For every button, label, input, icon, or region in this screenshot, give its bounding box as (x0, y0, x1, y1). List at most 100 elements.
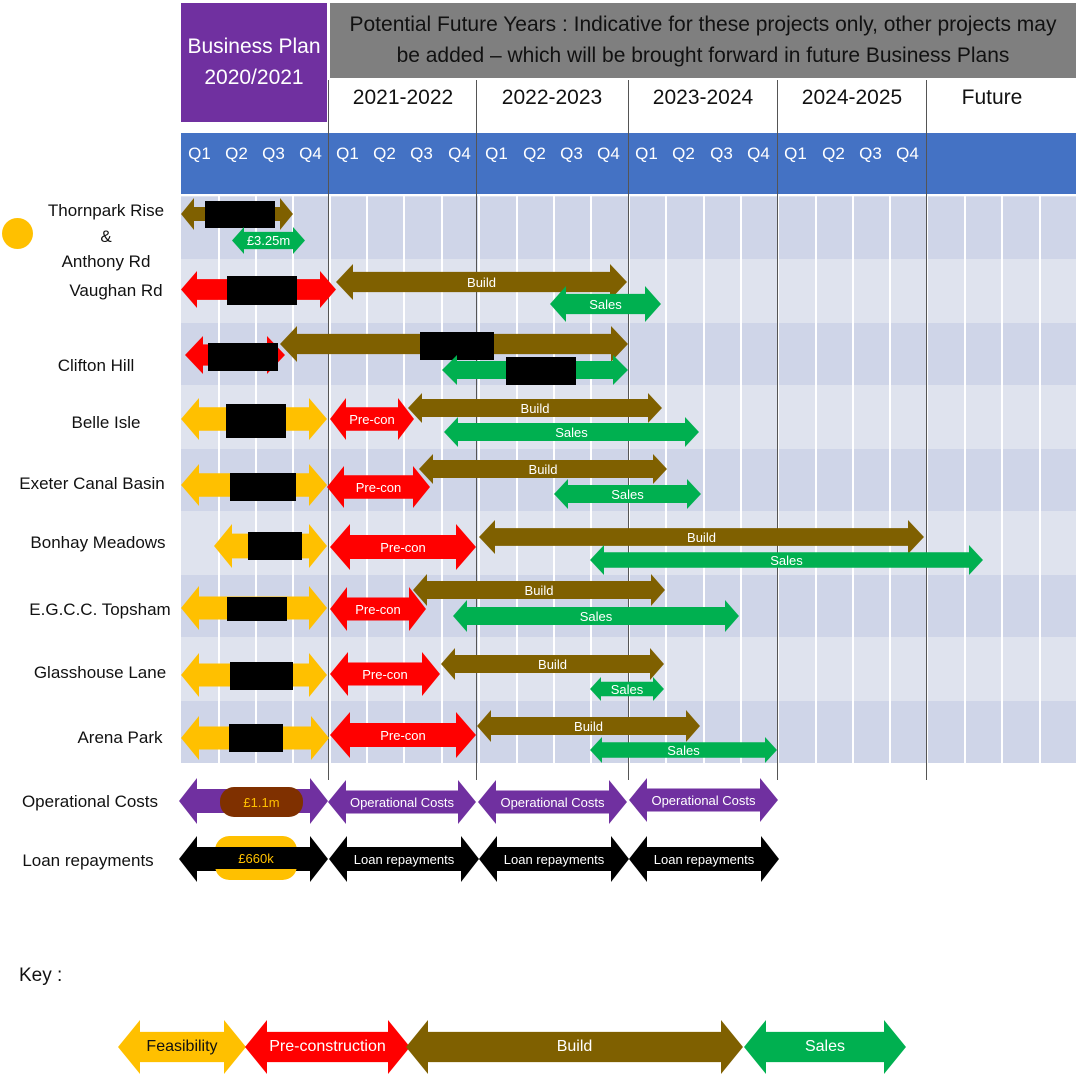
project-belle-isle: Belle Isle (71, 413, 141, 432)
opcost-label: Operational Costs (651, 792, 756, 808)
redaction (229, 724, 283, 752)
sales-label: Sales (611, 486, 644, 502)
sales-label: Sales (589, 296, 622, 312)
year-2023-2024: 2023-2024 (652, 86, 754, 109)
project-arena-park: Arena Park (77, 728, 163, 747)
year-2022-2023: 2022-2023 (501, 86, 603, 109)
grid-line (553, 196, 555, 763)
grid-line (852, 196, 854, 763)
grid-line (964, 196, 966, 763)
sales-label: Sales (579, 608, 613, 624)
redaction (208, 343, 278, 371)
redaction (248, 532, 302, 560)
year-2021-2022: 2021-2022 (352, 86, 454, 109)
quarter-label: Q3 (262, 144, 285, 163)
redaction (230, 662, 293, 690)
quarter-label: Q4 (747, 144, 770, 163)
potential-future-header: Potential Future Years : Indicative for … (330, 3, 1076, 78)
quarter-label: Q2 (822, 144, 845, 163)
project-glasshouse-lane: Glasshouse Lane (33, 663, 167, 682)
grid-line (740, 196, 742, 763)
grid-line (478, 196, 480, 763)
quarter-label: Q1 (336, 144, 359, 163)
project-clifton-hill: Clifton Hill (57, 356, 135, 375)
status-dot (2, 218, 33, 249)
grid-line (329, 196, 331, 763)
project-vaughan-rd: Vaughan Rd (69, 281, 163, 300)
loan-label: Loan repayments (503, 851, 605, 867)
quarter-label: Q1 (784, 144, 807, 163)
quarter-label: Q3 (560, 144, 583, 163)
grid-line (777, 196, 779, 763)
key-sales: Sales (744, 1020, 906, 1074)
row-loan-repayments: Loan repayments (22, 851, 154, 870)
project-bonhay-meadows: Bonhay Meadows (30, 533, 166, 552)
loan-repayments-arrow: Loan repayments (479, 836, 629, 882)
opcost-label: Operational Costs (500, 794, 605, 810)
business-plan-header: Business Plan 2020/2021 (181, 3, 327, 122)
grid-line (516, 196, 518, 763)
quarter-label: Q3 (710, 144, 733, 163)
opcost-label: Operational Costs (349, 794, 455, 810)
loan-value-inner: £660k (215, 847, 297, 869)
quarter-label: Q4 (896, 144, 919, 163)
quarter-label: Q4 (299, 144, 322, 163)
loan-label: Loan repayments (653, 851, 755, 867)
row-operational-costs: Operational Costs (21, 792, 159, 811)
precon-label: Pre-con (355, 479, 402, 495)
redaction (227, 276, 297, 305)
operational-costs-arrow: Operational Costs (629, 778, 778, 822)
year-2024-2025: 2024-2025 (801, 86, 903, 109)
grid-line (926, 196, 928, 763)
precon-label: Pre-con (380, 539, 426, 555)
year-divider (926, 80, 927, 780)
quarter-label: Q2 (373, 144, 396, 163)
loan-label: Loan repayments (353, 851, 455, 867)
grid-line (703, 196, 705, 763)
quarter-label: Q1 (188, 144, 211, 163)
build-label: Build (467, 274, 496, 290)
build-label: Build (528, 461, 558, 477)
key-feasibility: Feasibility (118, 1020, 246, 1074)
loan-repayments-arrow: Loan repayments (629, 836, 779, 882)
build-label: Build (520, 400, 550, 416)
redaction (205, 201, 275, 228)
opcost-value-pill: £1.1m (220, 787, 303, 817)
sales-label: Sales (770, 552, 803, 568)
precon-label: Pre-con (355, 601, 401, 617)
grid-line (590, 196, 592, 763)
year-divider (777, 80, 778, 780)
build-label: Build (538, 656, 567, 672)
project-thornpark: Thornpark Rise & Anthony Rd (47, 201, 165, 271)
project-egcc-topsham: E.G.C.C. Topsham (29, 600, 171, 619)
quarter-label: Q3 (410, 144, 433, 163)
sales-label: Sales (555, 424, 588, 440)
redaction (226, 404, 286, 438)
quarter-label: Q2 (225, 144, 248, 163)
redaction (230, 473, 296, 501)
grid-line (665, 196, 667, 763)
grid-line (815, 196, 817, 763)
operational-costs-arrow: Operational Costs (328, 780, 476, 824)
quarter-label: Q4 (448, 144, 471, 163)
grid-line (1039, 196, 1041, 763)
grid-line (1001, 196, 1003, 763)
quarter-label: Q3 (859, 144, 882, 163)
precon-label: Pre-con (362, 666, 408, 682)
build-label: Build (524, 582, 554, 598)
grid-line (628, 196, 630, 763)
quarter-label: Q1 (485, 144, 508, 163)
loan-repayments-arrow: Loan repayments (329, 836, 479, 882)
quarter-label: Q1 (635, 144, 658, 163)
redaction (506, 357, 576, 385)
precon-label: Pre-con (349, 411, 395, 427)
year-future: Future (961, 86, 1023, 109)
value-label: £3.25m (246, 233, 291, 248)
grid-line (441, 196, 443, 763)
key-preconstruction: Pre-construction (245, 1020, 410, 1074)
build-label: Build (574, 718, 603, 734)
year-divider (328, 80, 329, 780)
sales-label: Sales (667, 742, 700, 758)
grid-line (889, 196, 891, 763)
project-exeter-canal-basin: Exeter Canal Basin (19, 474, 165, 493)
